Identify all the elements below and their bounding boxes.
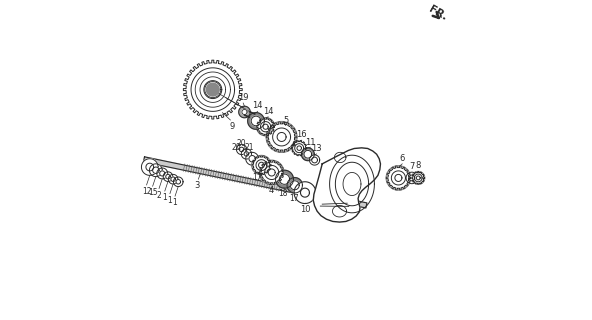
Polygon shape [246, 152, 259, 165]
Text: 17: 17 [252, 173, 262, 182]
Polygon shape [141, 159, 158, 175]
Polygon shape [171, 177, 175, 181]
Polygon shape [412, 172, 424, 184]
Polygon shape [160, 171, 165, 176]
Text: 20: 20 [232, 143, 242, 152]
Text: FR.: FR. [427, 4, 449, 23]
Polygon shape [252, 156, 271, 175]
Text: 14: 14 [252, 101, 263, 110]
Polygon shape [173, 177, 183, 187]
Text: 1: 1 [168, 196, 172, 205]
Polygon shape [252, 156, 271, 175]
Polygon shape [176, 180, 181, 184]
Text: 11: 11 [305, 138, 316, 147]
Text: 4: 4 [268, 186, 274, 195]
Text: 10: 10 [300, 205, 311, 214]
Polygon shape [252, 156, 271, 175]
Polygon shape [386, 166, 411, 190]
Polygon shape [275, 170, 294, 188]
Polygon shape [207, 83, 219, 96]
Text: 17: 17 [289, 194, 299, 203]
Polygon shape [406, 172, 417, 184]
Text: 12: 12 [142, 187, 152, 196]
Polygon shape [242, 149, 252, 159]
Text: 3: 3 [195, 181, 200, 190]
Polygon shape [290, 181, 299, 190]
Text: 13: 13 [311, 144, 322, 153]
Text: 1: 1 [162, 193, 167, 202]
Polygon shape [149, 164, 162, 177]
Polygon shape [294, 182, 316, 204]
Polygon shape [313, 148, 381, 222]
Polygon shape [168, 174, 178, 184]
Polygon shape [301, 188, 310, 197]
Polygon shape [163, 172, 173, 181]
Polygon shape [412, 172, 424, 184]
Polygon shape [304, 150, 311, 158]
Text: 1: 1 [173, 198, 178, 207]
Polygon shape [143, 157, 367, 208]
Polygon shape [310, 155, 320, 165]
Polygon shape [251, 116, 261, 126]
Text: 7: 7 [409, 162, 414, 171]
Polygon shape [166, 174, 170, 179]
Polygon shape [247, 113, 264, 129]
Polygon shape [257, 118, 275, 136]
Text: 20: 20 [237, 139, 246, 148]
Text: 9: 9 [229, 122, 234, 131]
Text: 16: 16 [297, 130, 307, 139]
Text: 8: 8 [416, 161, 421, 170]
Polygon shape [153, 167, 159, 173]
Polygon shape [184, 60, 242, 119]
Polygon shape [279, 174, 289, 184]
Polygon shape [236, 144, 247, 155]
Polygon shape [291, 140, 307, 156]
Polygon shape [259, 160, 284, 185]
Text: 2: 2 [157, 191, 162, 200]
Polygon shape [266, 122, 297, 152]
Polygon shape [244, 152, 249, 156]
Polygon shape [259, 160, 284, 185]
Polygon shape [287, 178, 303, 193]
Polygon shape [386, 166, 410, 190]
Polygon shape [412, 172, 424, 184]
Polygon shape [257, 118, 275, 136]
Polygon shape [146, 163, 153, 171]
Text: 6: 6 [400, 154, 405, 163]
Polygon shape [266, 122, 297, 152]
Polygon shape [266, 122, 297, 152]
Text: 14: 14 [263, 107, 274, 116]
Polygon shape [409, 175, 415, 181]
Polygon shape [259, 160, 284, 185]
Polygon shape [311, 157, 317, 163]
Polygon shape [239, 147, 244, 152]
Text: 19: 19 [238, 93, 249, 102]
Polygon shape [257, 118, 275, 136]
Polygon shape [301, 148, 314, 161]
Text: 21: 21 [244, 143, 254, 152]
Polygon shape [242, 109, 247, 115]
Text: 18: 18 [278, 189, 288, 198]
Polygon shape [386, 166, 410, 190]
Polygon shape [239, 106, 250, 118]
Text: 15: 15 [148, 188, 157, 197]
Text: 5: 5 [283, 116, 288, 125]
Polygon shape [249, 156, 255, 162]
Polygon shape [157, 168, 168, 179]
